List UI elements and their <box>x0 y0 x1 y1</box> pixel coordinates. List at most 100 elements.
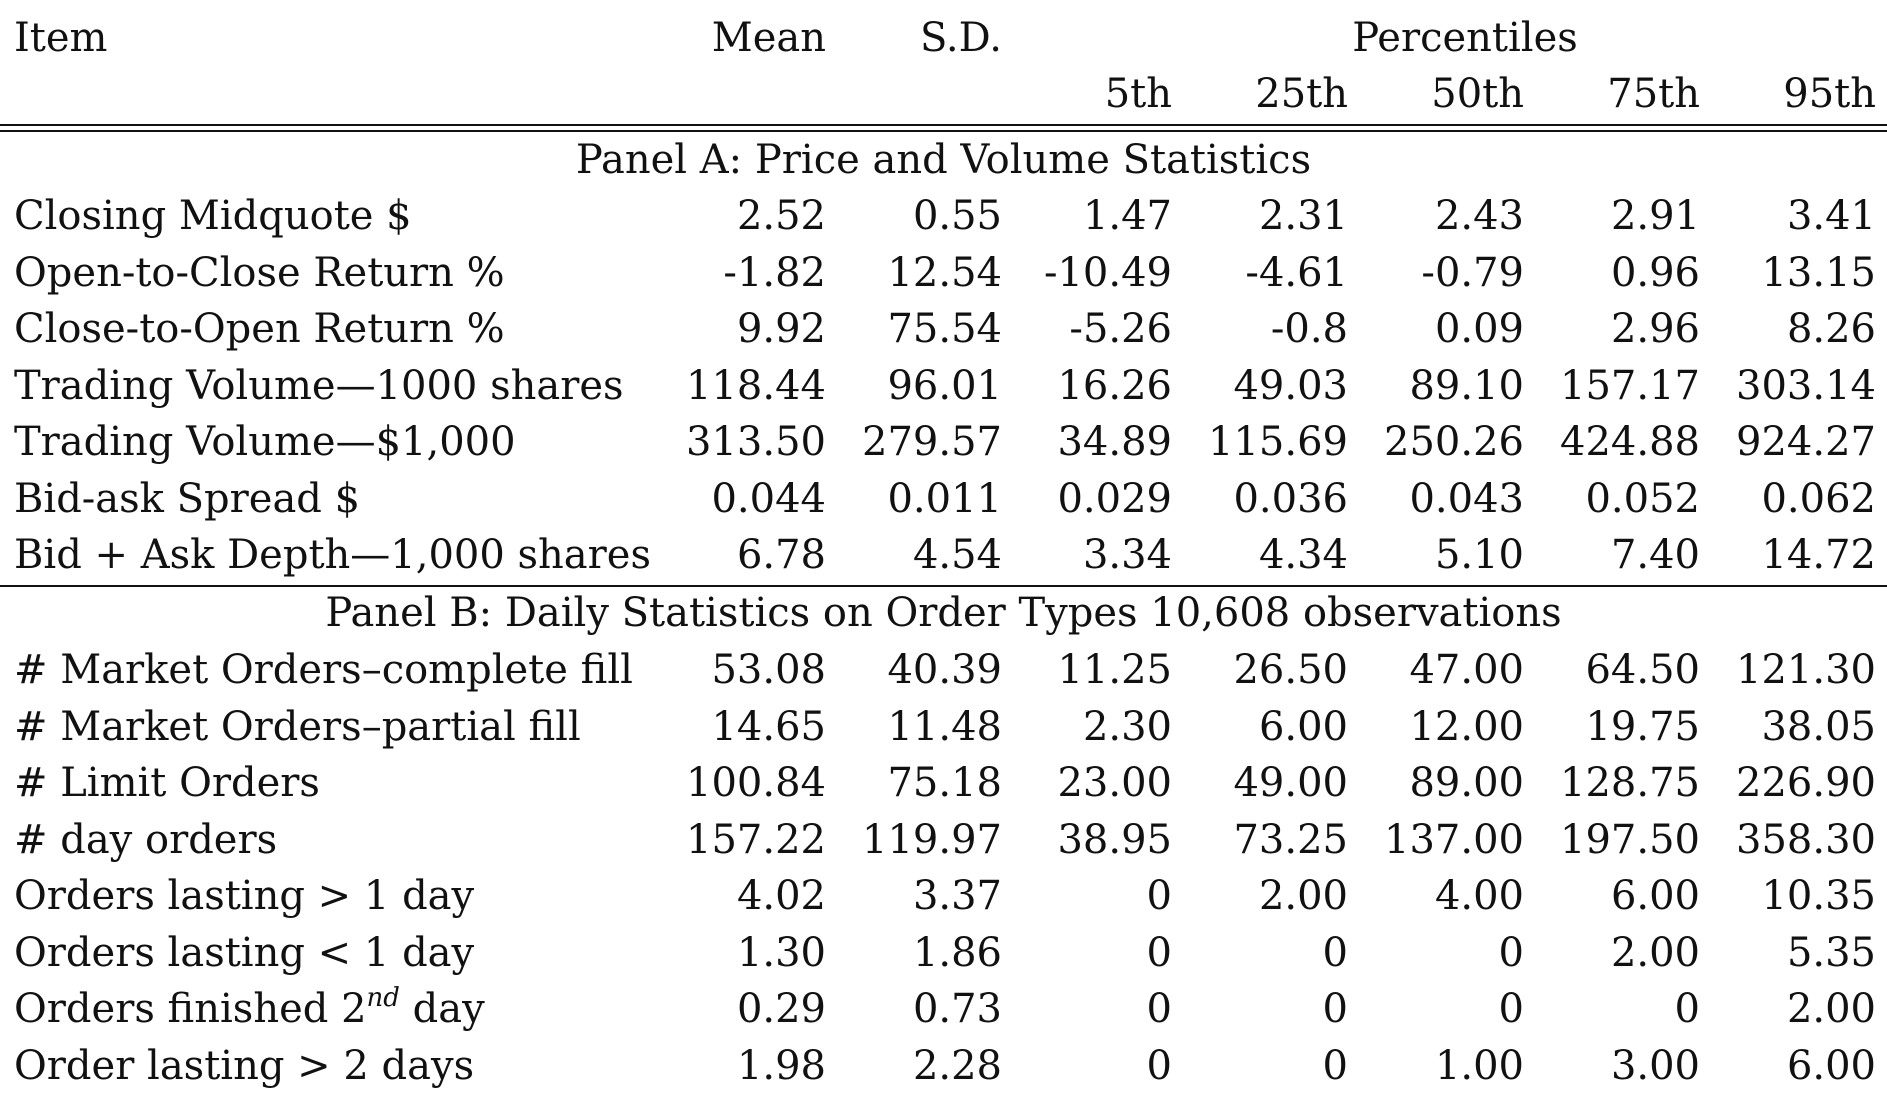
cell-p75: 0.96 <box>1610 249 1700 296</box>
cell-mean: 4.02 <box>736 873 826 919</box>
cell-p75: 7.40 <box>1610 532 1700 578</box>
cell-p25: 49.03 <box>1233 362 1348 409</box>
cell-p95: 0.062 <box>1761 475 1876 522</box>
cell-p95: 226.90 <box>1736 760 1876 806</box>
row-label-text: Bid-ask Spread $ <box>14 475 361 522</box>
table-row: Orders finished 2nd day 0.29 0.73 0 0 0 0 2.00 <box>0 981 1887 1037</box>
cell-mean: 118.44 <box>686 362 826 409</box>
row-label-suffix: day <box>399 986 485 1032</box>
row-label-text: Orders lasting < 1 day <box>14 929 475 976</box>
header-row-1: Item Mean S.D. Percentiles <box>0 10 1887 66</box>
cell-p75: 64.50 <box>1585 647 1700 693</box>
cell-p75: 0 <box>1674 986 1700 1032</box>
cell-p50: 250.26 <box>1384 419 1524 465</box>
cell-p5: 2.30 <box>1082 703 1172 750</box>
cell-p25: 49.00 <box>1233 760 1348 806</box>
cell-p75: 128.75 <box>1560 760 1700 806</box>
cell-p50: 0 <box>1498 929 1524 976</box>
cell-mean: 6.78 <box>736 532 826 578</box>
row-label: Closing Midquote $ <box>14 188 412 244</box>
row-label-text: # Market Orders–partial fill <box>14 703 581 750</box>
cell-p95: 13.15 <box>1761 249 1876 296</box>
cell-sd: 0.73 <box>912 986 1002 1032</box>
cell-sd: 75.54 <box>887 306 1002 352</box>
cell-mean: 9.92 <box>736 306 826 352</box>
cell-p5: 0 <box>1146 929 1172 976</box>
cell-p25: 115.69 <box>1208 419 1348 465</box>
cell-p50: 5.10 <box>1434 532 1524 578</box>
cell-p50: 89.00 <box>1409 760 1524 806</box>
cell-mean: 14.65 <box>711 703 826 750</box>
cell-p25: 4.34 <box>1258 532 1348 578</box>
cell-p50: 12.00 <box>1409 703 1524 750</box>
cell-p75: 2.91 <box>1610 193 1700 239</box>
cell-sd: 0.55 <box>912 193 1002 239</box>
table-row: Trading Volume—$1,000 313.50 279.57 34.89 11… <box>0 414 1887 470</box>
table-row: # Market Orders–partial fill 14.65 11.48 2.… <box>0 699 1887 755</box>
cell-sd: 279.57 <box>862 419 1002 465</box>
table-row: # day orders 157.22 119.97 38.95 73.25 137.00… <box>0 812 1887 868</box>
row-label-text: Bid + Ask Depth—1,000 shares <box>14 532 651 578</box>
cell-p25: 0 <box>1322 986 1348 1032</box>
cell-sd: 2.28 <box>912 1042 1002 1089</box>
cell-mean: 0.044 <box>711 475 826 522</box>
row-label-text: Closing Midquote $ <box>14 193 412 239</box>
cell-p25: -0.8 <box>1270 306 1348 352</box>
row-label: Order lasting > 2 days <box>14 1038 474 1094</box>
cell-mean: 2.52 <box>736 193 826 239</box>
cell-p25: 0 <box>1322 1042 1348 1089</box>
panel-a-title: Panel A: Price and Volume Statistics <box>575 137 1312 183</box>
cell-p25: -4.61 <box>1245 249 1348 296</box>
header-sd: S.D. <box>919 15 1002 61</box>
cell-p95: 6.00 <box>1786 1042 1876 1089</box>
row-label: Bid + Ask Depth—1,000 shares <box>14 527 651 583</box>
table-row: # Market Orders–complete fill 53.08 40.39 1… <box>0 642 1887 698</box>
header-rule-top <box>0 124 1887 126</box>
cell-p75: 197.50 <box>1560 816 1700 863</box>
cell-p5: 11.25 <box>1057 647 1172 693</box>
table-row: Order lasting > 2 days 1.98 2.28 0 0 1.00 3.00… <box>0 1038 1887 1094</box>
cell-p50: 4.00 <box>1434 873 1524 919</box>
row-label-text: Orders lasting > 1 day <box>14 873 475 919</box>
row-label: # day orders <box>14 812 277 868</box>
cell-p25: 2.00 <box>1258 873 1348 919</box>
cell-p5: 16.26 <box>1057 362 1172 409</box>
row-label: Orders finished 2nd day <box>14 981 485 1037</box>
cell-p75: 157.17 <box>1560 362 1700 409</box>
table-row: # Limit Orders 100.84 75.18 23.00 49.00 89.00… <box>0 755 1887 811</box>
cell-p50: -0.79 <box>1421 249 1524 296</box>
table-row: Orders lasting < 1 day 1.30 1.86 0 0 0 2.00 5.3… <box>0 925 1887 981</box>
cell-p50: 2.43 <box>1434 193 1524 239</box>
row-label: Trading Volume—1000 shares <box>14 358 624 414</box>
panel-b-title: Panel B: Daily Statistics on Order Types… <box>325 590 1562 636</box>
cell-p95: 2.00 <box>1786 986 1876 1032</box>
cell-mean: 100.84 <box>686 760 826 806</box>
cell-sd: 96.01 <box>887 362 1002 409</box>
cell-mean: 157.22 <box>686 816 826 863</box>
cell-sd: 11.48 <box>887 703 1002 750</box>
cell-p50: 0.043 <box>1409 475 1524 522</box>
cell-p5: 0 <box>1146 873 1172 919</box>
row-label: Close-to-Open Return % <box>14 301 505 357</box>
header-row-2: 5th 25th 50th 75th 95th <box>0 66 1887 122</box>
cell-p25: 0.036 <box>1233 475 1348 522</box>
cell-p25: 2.31 <box>1258 193 1348 239</box>
cell-p95: 14.72 <box>1761 532 1876 578</box>
cell-p50: 137.00 <box>1384 816 1524 863</box>
row-label: Open-to-Close Return % <box>14 245 505 301</box>
header-p25: 25th <box>1255 71 1348 117</box>
header-percentiles: Percentiles <box>1352 15 1578 61</box>
cell-sd: 1.86 <box>912 929 1002 976</box>
cell-p25: 0 <box>1322 929 1348 976</box>
header-mean: Mean <box>711 15 826 61</box>
header-item: Item <box>14 15 108 61</box>
row-label-text: # day orders <box>14 816 278 863</box>
row-label-text: Orders finished 2 <box>14 986 367 1032</box>
header-p5: 5th <box>1104 71 1172 117</box>
row-label-text: Close-to-Open Return % <box>14 306 505 352</box>
cell-p95: 38.05 <box>1761 703 1876 750</box>
row-label: # Market Orders–partial fill <box>14 699 581 755</box>
cell-p95: 924.27 <box>1736 419 1876 465</box>
row-label-text: Trading Volume—$1,000 <box>14 419 516 465</box>
row-label-text: Open-to-Close Return % <box>14 249 505 296</box>
